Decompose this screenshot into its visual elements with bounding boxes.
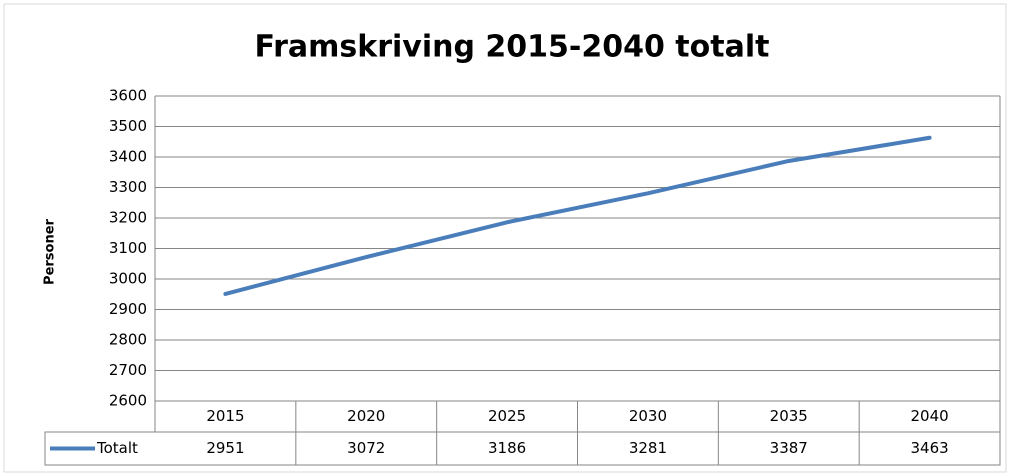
chart-frame <box>3 3 1007 473</box>
table-value: 3072 <box>347 439 385 457</box>
table-value: 2951 <box>206 439 244 457</box>
x-tick-label: 2020 <box>347 407 385 425</box>
y-tick-label: 3200 <box>109 209 147 227</box>
y-tick-label: 3600 <box>109 87 147 105</box>
legend-label: Totalt <box>96 439 138 457</box>
y-tick-label: 3300 <box>109 178 147 196</box>
y-tick-label: 2800 <box>109 331 147 349</box>
series-line <box>223 135 932 296</box>
x-tick-label: 2025 <box>488 407 526 425</box>
y-axis-label: Personer <box>43 218 58 284</box>
x-tick-label: 2035 <box>770 407 808 425</box>
x-tick-label: 2040 <box>910 407 948 425</box>
x-tick-label: 2015 <box>206 407 244 425</box>
chart-title: Framskriving 2015-2040 totalt <box>255 30 770 65</box>
y-tick-label: 2900 <box>109 300 147 318</box>
y-tick-label: 3400 <box>109 148 147 166</box>
x-tick-label: 2030 <box>629 407 667 425</box>
y-tick-label: 3000 <box>109 270 147 288</box>
y-tick-label: 2600 <box>109 392 147 410</box>
y-tick-label: 3100 <box>109 239 147 257</box>
table-value: 3186 <box>488 439 526 457</box>
table-value: 3387 <box>770 439 808 457</box>
table-value: 3281 <box>629 439 667 457</box>
table-value: 3463 <box>910 439 948 457</box>
y-tick-label: 3500 <box>109 117 147 135</box>
y-tick-label: 2700 <box>109 361 147 379</box>
